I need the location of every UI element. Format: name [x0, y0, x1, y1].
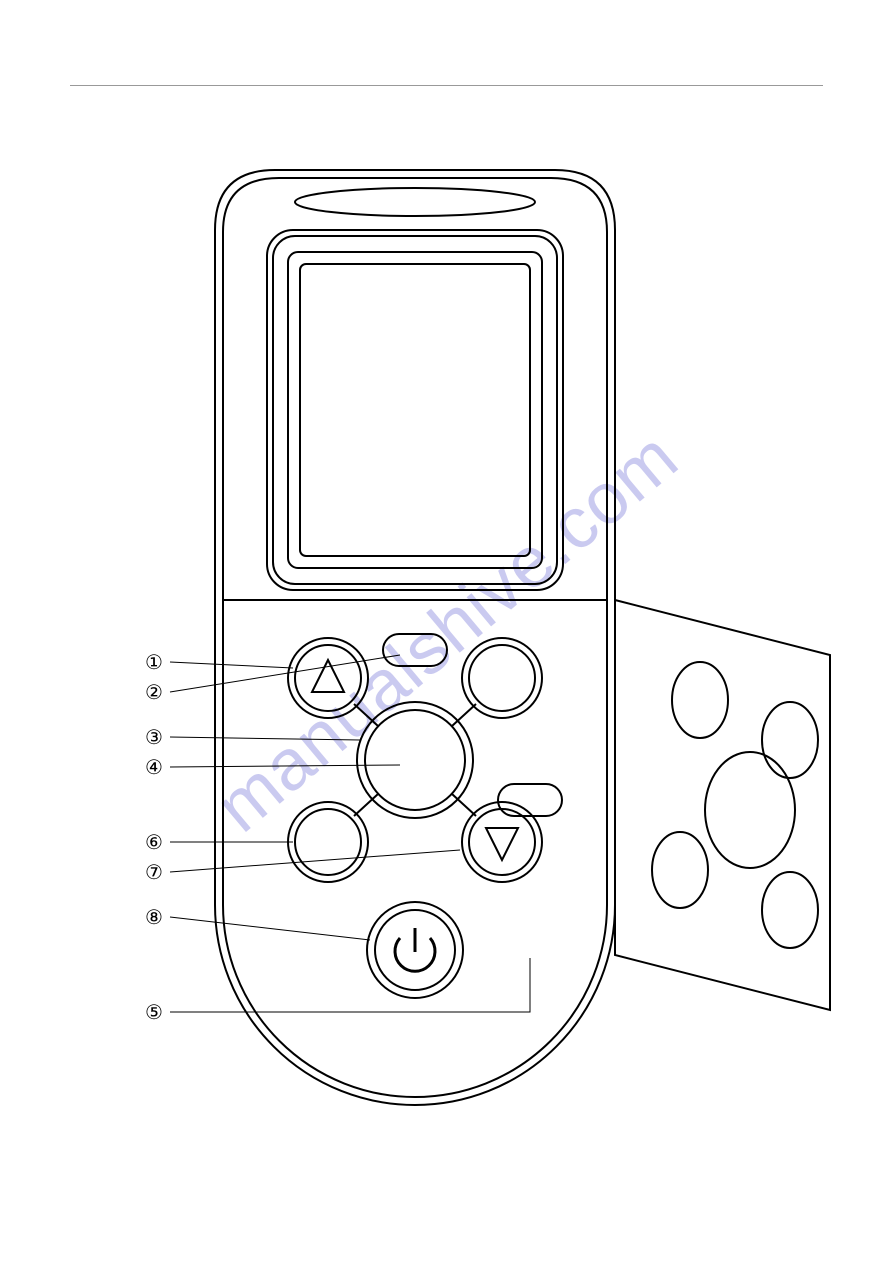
- flap-hole-2: [762, 702, 818, 778]
- fan-button-ring: [469, 645, 535, 711]
- page: manualshive.com ① ② ③ ④ ⑥ ⑦ ⑧ ⑤: [0, 0, 893, 1263]
- flap-hole-1: [672, 662, 728, 738]
- display-band: [288, 252, 542, 568]
- down-button-ring: [469, 809, 535, 875]
- display-outer: [267, 230, 563, 590]
- connector-fan-mode: [452, 704, 476, 726]
- up-button: [288, 638, 368, 718]
- up-button-ring: [295, 645, 361, 711]
- flap-hole-3: [705, 752, 795, 868]
- display-outer-2: [273, 236, 557, 584]
- connector-up-mode: [354, 704, 378, 726]
- leader-3: [170, 737, 360, 740]
- triangle-down-icon: [486, 828, 518, 860]
- remote-body-inner: [223, 178, 607, 1097]
- display-inner: [300, 264, 530, 556]
- connector-timer-mode: [354, 794, 378, 816]
- timer-button: [288, 802, 368, 882]
- flap-hole-4: [652, 832, 708, 908]
- remote-body-outer: [215, 170, 615, 1105]
- pill-bottom: [498, 784, 562, 816]
- mode-button-ring: [365, 710, 465, 810]
- timer-button-ring: [295, 809, 361, 875]
- flap-panel: [615, 600, 830, 1010]
- flap-hole-5: [762, 872, 818, 948]
- speaker-slot: [295, 188, 535, 216]
- fan-button: [462, 638, 542, 718]
- leader-8: [170, 917, 370, 940]
- down-button: [462, 802, 542, 882]
- leader-2: [170, 655, 400, 692]
- leader-7: [170, 850, 460, 872]
- power-icon: [395, 928, 435, 971]
- pill-top: [383, 634, 447, 666]
- mode-button: [357, 702, 473, 818]
- connector-down-mode: [452, 794, 476, 816]
- leader-1: [170, 662, 293, 668]
- remote-diagram: [0, 0, 893, 1263]
